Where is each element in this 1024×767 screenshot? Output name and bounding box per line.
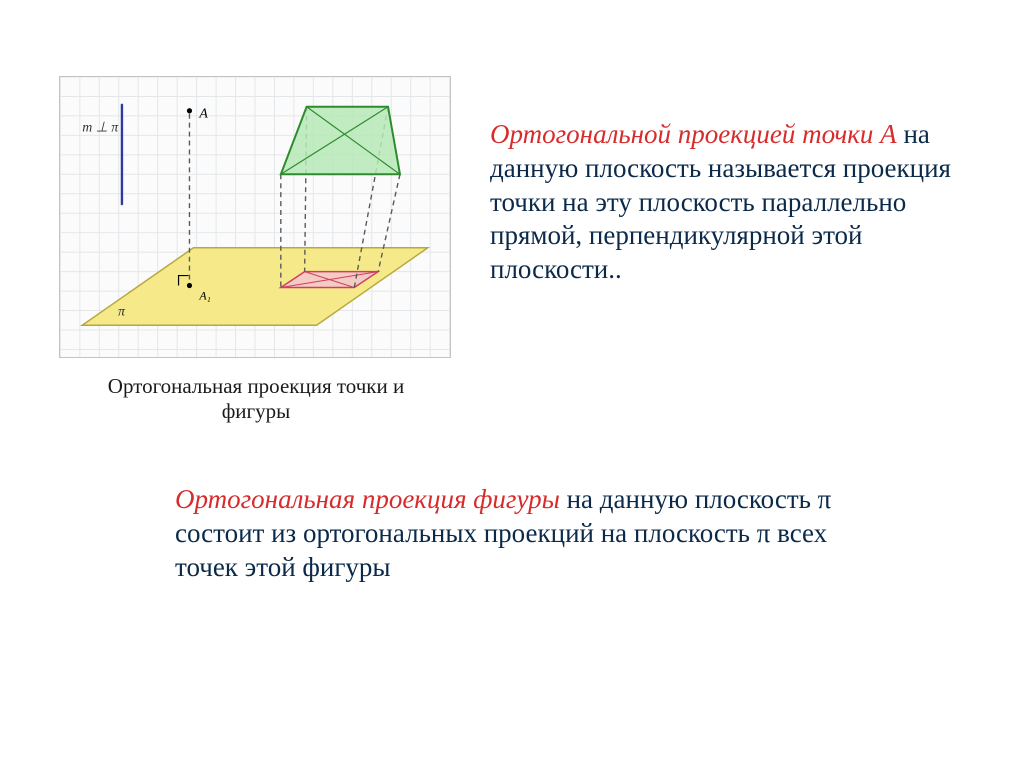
svg-text:m ⊥ π: m ⊥ π [82, 121, 119, 136]
svg-text:π: π [118, 304, 126, 319]
definition-figure-highlight: Ортогональная проекция фигуры [175, 484, 560, 514]
diagram-caption-text: Ортогональная проекция точки и фигуры [108, 374, 404, 423]
svg-text:A: A [198, 107, 208, 122]
diagram-caption: Ортогональная проекция точки и фигуры [96, 374, 416, 424]
definition-point-highlight: Ортогональной проекцией точки А [490, 119, 897, 149]
projection-diagram-svg: π m ⊥ π A A₁ [60, 77, 450, 357]
definition-figure-projection: Ортогональная проекция фигуры на данную … [175, 483, 895, 584]
slide-page: π m ⊥ π A A₁ Ортогональная проекция точки и… [0, 0, 1024, 767]
svg-text:A₁: A₁ [198, 288, 210, 302]
projection-diagram: π m ⊥ π A A₁ [59, 76, 451, 358]
definition-point-projection: Ортогональной проекцией точки А на данну… [490, 118, 988, 287]
